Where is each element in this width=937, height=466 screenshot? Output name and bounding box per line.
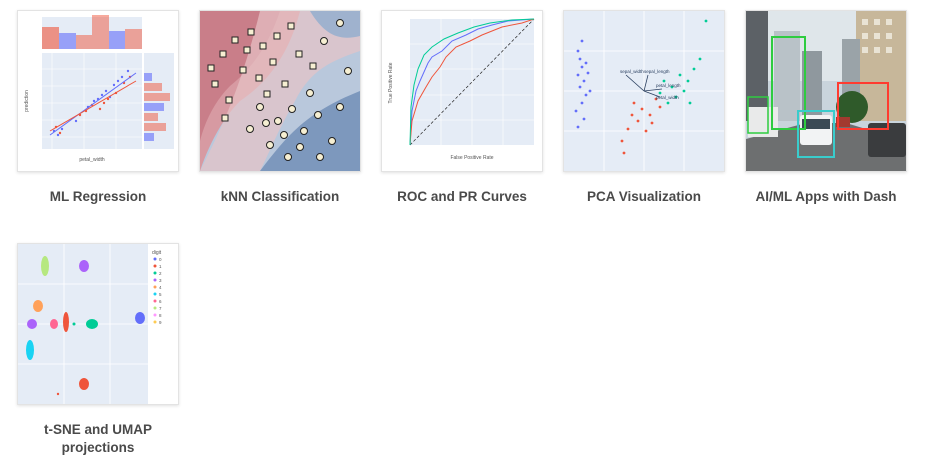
pca-visualization-thumbnail[interactable]: sepal_width sepal_length petal_length pe… xyxy=(563,10,725,172)
tsne-umap-thumbnail[interactable]: digit 0 1 2 3 4 5 6 7 8 9 xyxy=(17,243,179,405)
pca-loading-label: petal_length xyxy=(656,83,681,88)
tsne-legend-label: 0 xyxy=(159,257,162,262)
regression-xlabel: petal_width xyxy=(79,157,105,163)
pca-loading-label: petal_width xyxy=(656,95,679,100)
roc-pr-curves-thumbnail[interactable]: False Positive Rate True Positive Rate xyxy=(381,10,543,172)
card-title[interactable]: kNN Classification xyxy=(220,189,340,204)
card-title[interactable]: ROC and PR Curves xyxy=(397,189,527,204)
card-title[interactable]: AI/ML Apps with Dash xyxy=(755,189,897,204)
card-title[interactable]: PCA Visualization xyxy=(586,189,702,204)
card-title[interactable]: t-SNE and UMAP projections xyxy=(44,422,152,455)
tsne-legend-label: 4 xyxy=(159,285,162,290)
tsne-legend-label: 6 xyxy=(159,299,162,304)
gallery-card-pca-visualization[interactable]: sepal_width sepal_length petal_length pe… xyxy=(563,10,725,206)
gallery-card-ml-regression[interactable]: petal_width prediction ML Regression xyxy=(17,10,179,206)
tsne-legend-label: 8 xyxy=(159,313,162,318)
gallery-card-tsne-umap[interactable]: digit 0 1 2 3 4 5 6 7 8 9 t-SNE and UMAP… xyxy=(17,243,179,457)
tsne-legend-title: digit xyxy=(152,250,162,256)
ml-regression-thumbnail[interactable]: petal_width prediction xyxy=(17,10,179,172)
tsne-legend-label: 5 xyxy=(159,292,162,297)
pca-loading-label: sepal_length xyxy=(644,69,670,74)
tsne-legend-label: 2 xyxy=(159,271,162,276)
card-title[interactable]: ML Regression xyxy=(49,189,147,204)
tsne-legend-label: 7 xyxy=(159,306,162,311)
roc-ylabel: True Positive Rate xyxy=(388,62,394,103)
regression-ylabel: prediction xyxy=(24,90,30,112)
gallery-card-roc-pr-curves[interactable]: False Positive Rate True Positive Rate R… xyxy=(381,10,543,206)
gallery-card-dash-apps[interactable]: AI/ML Apps with Dash xyxy=(745,10,907,206)
gallery-card-knn-classification[interactable]: kNN Classification xyxy=(199,10,361,206)
tsne-legend-label: 3 xyxy=(159,278,162,283)
dash-apps-thumbnail[interactable] xyxy=(745,10,907,172)
tsne-legend-label: 9 xyxy=(159,320,162,325)
roc-xlabel: False Positive Rate xyxy=(450,155,493,161)
knn-classification-thumbnail[interactable] xyxy=(199,10,361,172)
tsne-legend-label: 1 xyxy=(159,264,162,269)
pca-loading-label: sepal_width xyxy=(620,69,644,74)
